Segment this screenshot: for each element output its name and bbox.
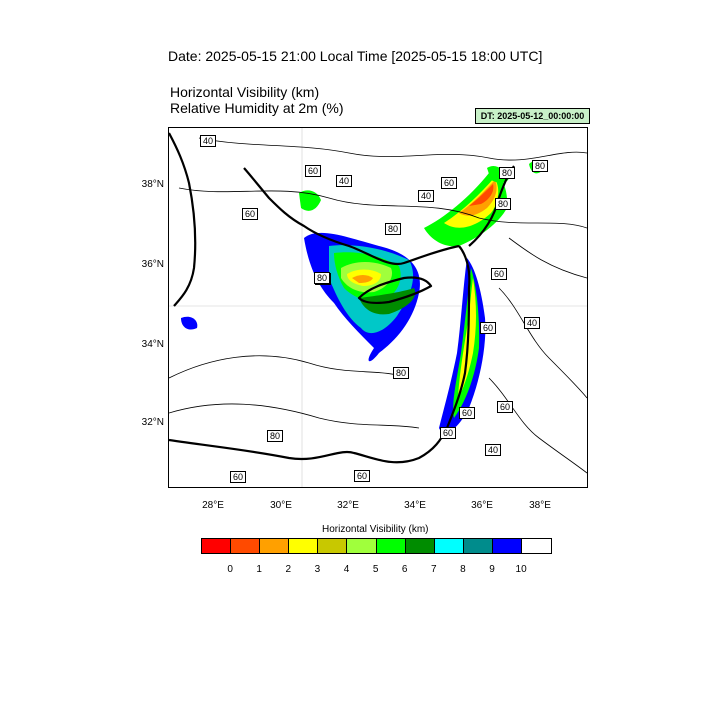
contour-label: 60 [497,401,514,413]
contour-label: 40 [485,444,502,456]
colorbar-tick-label: 1 [256,564,262,575]
colorbar-swatch [376,539,406,553]
colorbar-tick-label: 9 [489,564,495,575]
contour-label: 60 [459,407,476,419]
contour-label: 40 [336,175,353,187]
colorbar-tick-label: 2 [285,564,292,575]
colorbar-swatch [202,539,232,553]
contour-label: 60 [440,427,457,439]
lat-label: 32°N [141,417,164,428]
contour-label: 60 [305,165,322,177]
contour-label: 60 [230,471,247,483]
contour-label: 60 [354,470,371,482]
colorbar-tick-label: 7 [431,564,437,575]
colorbar-tick-label: 5 [372,564,379,575]
colorbar-tick-label: 4 [343,564,350,575]
contour-label: 80 [393,367,410,379]
lon-label: 30°E [270,500,292,511]
contour-label: 60 [491,268,508,280]
colorbar-swatch [405,539,435,553]
contour-label: 80 [385,223,402,235]
humidity-contours [169,137,587,474]
field-label-visibility: Horizontal Visibility (km) [170,84,320,100]
colorbar-tick-label: 0 [227,564,233,575]
colorbar-tick-label: 8 [460,564,466,575]
field-label-humidity: Relative Humidity at 2m (%) [170,100,344,116]
colorbar-title: Horizontal Visibility (km) [322,524,429,535]
lon-label: 36°E [471,500,493,511]
colorbar-swatch [434,539,464,553]
contour-label: 80 [499,167,516,179]
map-canvas [169,128,587,487]
colorbar-tick-label: 3 [314,564,321,575]
colorbar-swatch [318,539,348,553]
map-title: Date: 2025-05-15 21:00 Local Time [2025-… [168,48,543,64]
contour-label: 60 [441,177,458,189]
contour-label: 80 [267,430,284,442]
colorbar-swatch [492,539,523,553]
visibility-fill [181,161,543,433]
colorbar-swatch [231,539,261,553]
contour-label: 60 [480,322,497,334]
lat-label: 34°N [141,339,164,350]
colorbar-swatch [289,539,319,553]
colorbar [201,538,553,554]
map-panel [168,127,588,488]
colorbar-swatch [260,539,290,553]
colorbar-swatch [522,539,552,553]
colorbar-swatch [463,539,493,553]
colorbar-swatch [347,539,377,553]
contour-label: 40 [200,135,217,147]
lon-label: 32°E [337,500,359,511]
lon-label: 38°E [529,500,551,511]
contour-label: 40 [418,190,435,202]
lat-label: 36°N [141,259,164,270]
contour-label: 60 [242,208,259,220]
lat-label: 38°N [141,179,164,190]
colorbar-tick-label: 6 [401,564,408,575]
contour-label: 80 [532,160,549,172]
lon-label: 34°E [404,500,426,511]
contour-label: 40 [524,317,541,329]
init-time-badge: DT: 2025-05-12_00:00:00 [475,108,590,124]
contour-label: 80 [495,198,512,210]
lon-label: 28°E [202,500,224,511]
colorbar-tick-label: 10 [515,564,527,575]
contour-label: 80 [314,272,331,284]
